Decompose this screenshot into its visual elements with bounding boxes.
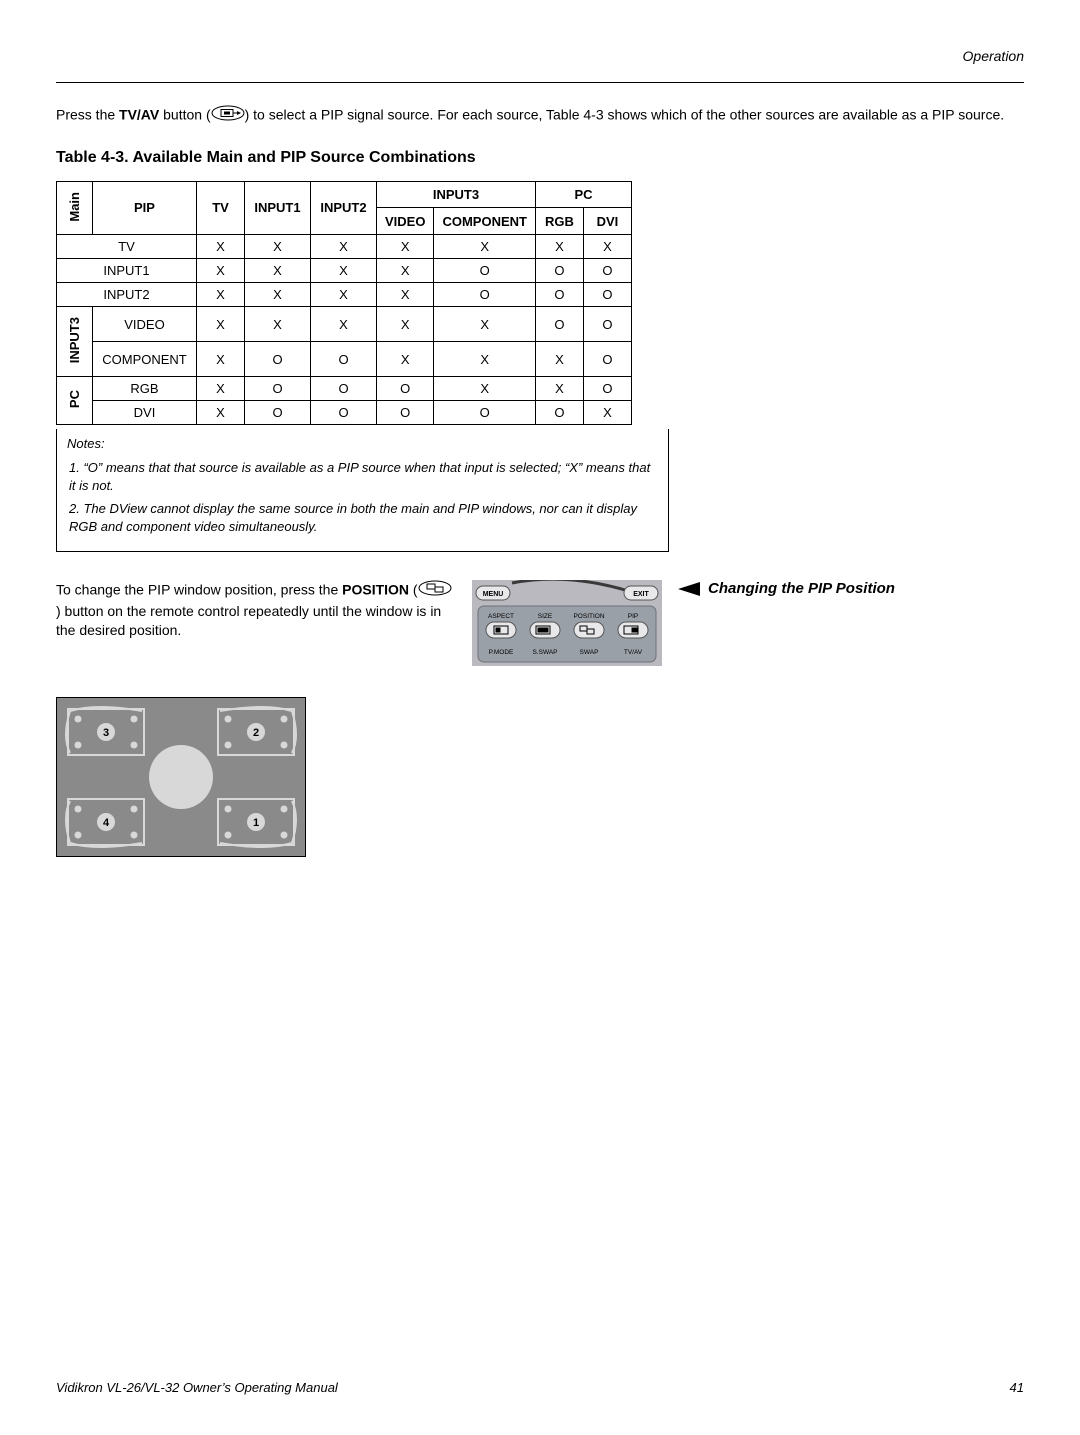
main-axis-label: Main <box>65 186 84 228</box>
pos-post: ) button on the remote control repeatedl… <box>56 603 441 639</box>
position-button-icon <box>418 580 452 602</box>
svg-text:ASPECT: ASPECT <box>488 613 514 620</box>
row-group-pc: PC <box>65 384 84 414</box>
position-paragraph: To change the PIP window position, press… <box>56 580 456 641</box>
footer-manual-title: Vidikron VL-26/VL-32 Owner’s Operating M… <box>56 1380 338 1395</box>
footer-page-number: 41 <box>1010 1380 1024 1395</box>
intro-post: ) to select a PIP signal source. For eac… <box>245 107 1005 123</box>
pip-position-diagram: 3 2 4 1 <box>56 697 1024 860</box>
table-row: PC RGB XOOOXXO <box>57 377 632 401</box>
svg-text:1: 1 <box>253 817 259 829</box>
svg-text:4: 4 <box>103 817 110 829</box>
tvav-label: TV/AV <box>119 107 159 123</box>
changing-pip-heading: Changing the PIP Position <box>678 580 1008 597</box>
col-pip: PIP <box>93 181 197 235</box>
svg-text:SIZE: SIZE <box>538 613 553 620</box>
intro-paragraph: Press the TV/AV button ( ) to select a P… <box>56 105 1024 127</box>
remote-control-image: MENU EXIT ASPECT SIZE POSITION PIP <box>472 580 662 669</box>
row-label: INPUT2 <box>57 283 197 307</box>
svg-text:TV/AV: TV/AV <box>624 649 643 656</box>
table-row: INPUT2 XXXXOOO <box>57 283 632 307</box>
row-label: DVI <box>93 401 197 425</box>
row-label: VIDEO <box>93 307 197 342</box>
table-row: DVI XOOOOOX <box>57 401 632 425</box>
sub-component: COMPONENT <box>434 208 536 235</box>
note-2: 2. The DView cannot display the same sou… <box>69 500 658 535</box>
sub-dvi: DVI <box>583 208 631 235</box>
row-label: COMPONENT <box>93 342 197 377</box>
svg-text:PIP: PIP <box>628 613 638 620</box>
tvav-button-icon <box>211 105 245 127</box>
pos-pre: To change the PIP window position, press… <box>56 582 342 598</box>
section-header: Operation <box>56 48 1024 64</box>
table-title: Table 4-3. Available Main and PIP Source… <box>56 149 1024 167</box>
col-input1: INPUT1 <box>245 181 311 235</box>
col-tv: TV <box>197 181 245 235</box>
notes-title: Notes: <box>67 435 658 453</box>
intro-pre: Press the <box>56 107 119 123</box>
intro-mid: button ( <box>159 107 210 123</box>
svg-text:POSITION: POSITION <box>573 613 604 620</box>
table-row: INPUT1 XXXXOOO <box>57 259 632 283</box>
row-label: INPUT1 <box>57 259 197 283</box>
table-row: TV XXXXXXX <box>57 235 632 259</box>
sub-rgb: RGB <box>535 208 583 235</box>
heading-text: Changing the PIP Position <box>708 580 895 597</box>
header-rule <box>56 82 1024 83</box>
pos-mid: ( <box>409 582 418 598</box>
position-label: POSITION <box>342 582 409 598</box>
svg-text:SWAP: SWAP <box>580 649 599 656</box>
notes-box: Notes: 1. “O” means that that source is … <box>56 429 669 552</box>
note-1: 1. “O” means that that source is availab… <box>69 459 658 494</box>
col-pc: PC <box>535 181 631 208</box>
row-group-input3: INPUT3 <box>65 311 84 369</box>
left-arrow-icon <box>678 582 700 596</box>
svg-text:MENU: MENU <box>483 591 504 598</box>
table-row: COMPONENT XOOXXXO <box>57 342 632 377</box>
svg-text:P.MODE: P.MODE <box>489 649 514 656</box>
col-input2: INPUT2 <box>311 181 377 235</box>
row-label: RGB <box>93 377 197 401</box>
svg-text:3: 3 <box>103 727 109 739</box>
pip-combinations-table: Main PIP TV INPUT1 INPUT2 INPUT3 PC VIDE… <box>56 181 632 426</box>
row-label: TV <box>57 235 197 259</box>
col-input3: INPUT3 <box>377 181 536 208</box>
svg-text:EXIT: EXIT <box>633 591 649 598</box>
svg-text:2: 2 <box>253 727 259 739</box>
sub-video: VIDEO <box>377 208 434 235</box>
table-row: INPUT3 VIDEO XXXXXOO <box>57 307 632 342</box>
svg-text:S.SWAP: S.SWAP <box>532 649 557 656</box>
